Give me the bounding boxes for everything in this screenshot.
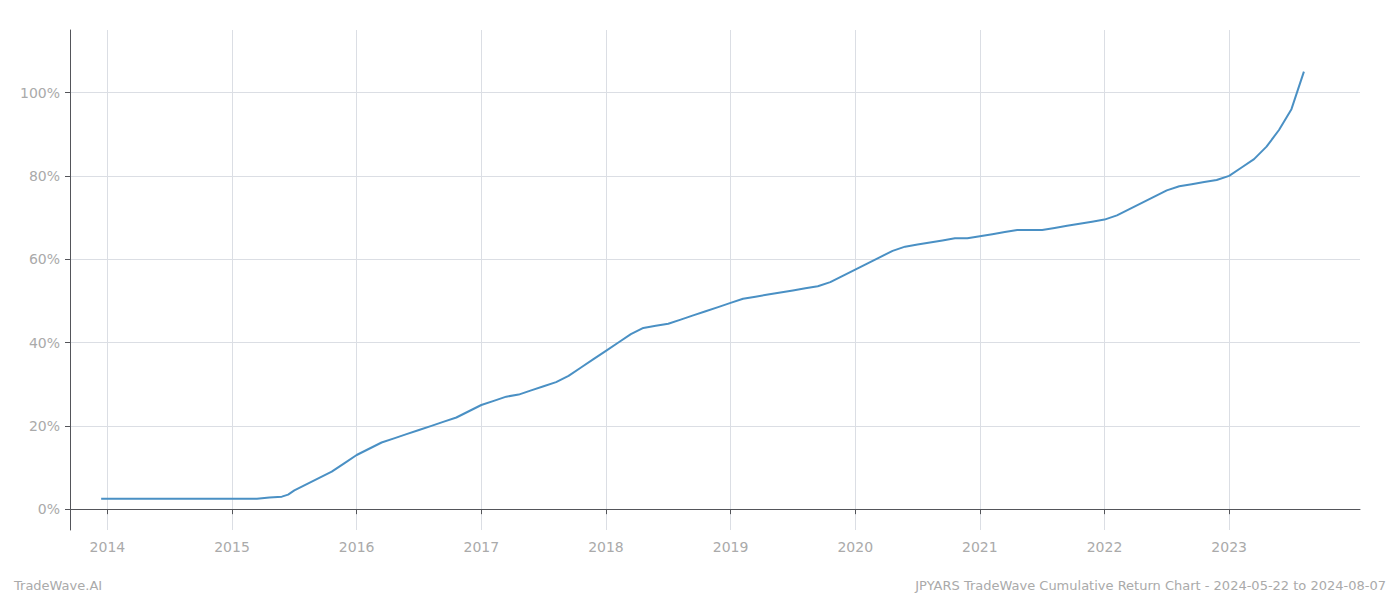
svg-text:2021: 2021 [962,539,998,555]
svg-text:JPYARS TradeWave Cumulative Re: JPYARS TradeWave Cumulative Return Chart… [914,578,1386,593]
svg-text:40%: 40% [29,335,60,351]
svg-text:100%: 100% [20,85,60,101]
svg-text:80%: 80% [29,168,60,184]
svg-text:2019: 2019 [713,539,749,555]
svg-text:2015: 2015 [214,539,250,555]
svg-text:2023: 2023 [1211,539,1247,555]
svg-text:0%: 0% [38,501,60,517]
svg-text:2022: 2022 [1087,539,1123,555]
svg-text:2017: 2017 [463,539,499,555]
svg-text:2020: 2020 [837,539,873,555]
svg-text:2014: 2014 [90,539,126,555]
svg-text:20%: 20% [29,418,60,434]
svg-text:2018: 2018 [588,539,624,555]
svg-text:60%: 60% [29,251,60,267]
svg-text:TradeWave.AI: TradeWave.AI [13,578,102,593]
svg-text:2016: 2016 [339,539,375,555]
